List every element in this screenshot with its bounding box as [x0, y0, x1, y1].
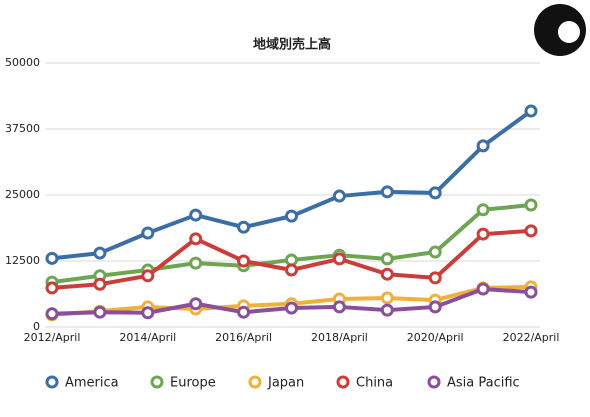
x-tick-label: 2022/April: [503, 331, 560, 344]
data-point: [380, 185, 394, 199]
data-point: [380, 267, 394, 281]
data-point: [45, 307, 59, 321]
x-tick-label: 2012/April: [24, 331, 81, 344]
y-tick-label: 25000: [5, 188, 40, 201]
data-point: [93, 246, 107, 260]
data-point: [428, 300, 442, 314]
legend-label: America: [65, 376, 119, 391]
data-point: [45, 281, 59, 295]
data-point: [189, 256, 203, 270]
data-point: [428, 271, 442, 285]
legend-label: Europe: [170, 376, 216, 391]
data-point: [332, 252, 346, 266]
y-tick-label: 0: [33, 320, 40, 333]
data-point: [189, 208, 203, 222]
x-tick-label: 2016/April: [215, 331, 272, 344]
data-point: [380, 303, 394, 317]
data-point: [285, 253, 298, 267]
data-point: [428, 186, 442, 200]
logo-badge: [534, 4, 586, 56]
chart-title: 地域別売上高: [253, 37, 331, 53]
data-point: [380, 252, 394, 266]
data-point: [332, 300, 346, 314]
data-point: [476, 203, 490, 217]
y-tick-label: 12500: [5, 254, 40, 267]
data-point: [141, 306, 155, 320]
data-point: [524, 198, 538, 212]
legend-marker: [427, 375, 441, 389]
data-point: [476, 282, 490, 296]
y-tick-label: 37500: [5, 122, 40, 135]
x-tick-label: 2014/April: [119, 331, 176, 344]
x-tick-label: 2018/April: [311, 331, 368, 344]
data-point: [524, 224, 538, 238]
data-point: [476, 227, 490, 241]
legend-marker: [336, 375, 350, 389]
data-point: [93, 305, 107, 319]
data-point: [237, 220, 251, 234]
data-point: [524, 104, 538, 118]
data-point: [237, 254, 251, 268]
data-point: [93, 277, 107, 291]
legend-label: Japan: [267, 376, 304, 391]
data-point: [141, 226, 155, 240]
legend-marker: [248, 375, 262, 389]
series-line: [51, 109, 533, 261]
legend-label: Asia Pacific: [447, 376, 520, 391]
data-point: [285, 209, 298, 223]
data-point: [141, 269, 155, 283]
data-point: [45, 251, 59, 265]
data-point: [332, 189, 346, 203]
data-point: [524, 285, 538, 299]
legend-marker: [45, 375, 59, 389]
data-point: [285, 263, 298, 277]
y-tick-label: 50000: [5, 56, 40, 69]
data-point: [237, 305, 251, 319]
legend-marker: [150, 375, 164, 389]
legend-label: China: [356, 376, 393, 391]
data-point: [380, 291, 394, 305]
data-point: [189, 297, 203, 311]
data-point: [428, 245, 442, 259]
data-point: [476, 139, 490, 153]
data-point: [189, 232, 203, 246]
x-tick-label: 2020/April: [407, 331, 464, 344]
data-point: [285, 301, 298, 315]
